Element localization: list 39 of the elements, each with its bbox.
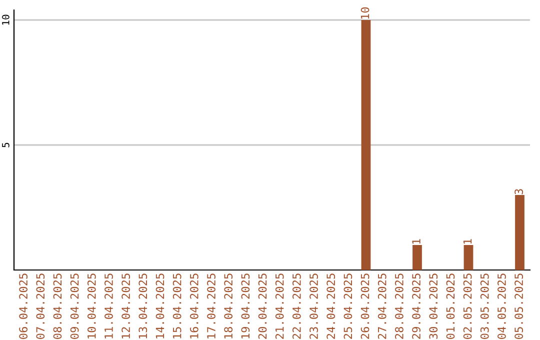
- x-tick-label: 30.04.2025: [429, 274, 438, 339]
- x-tick-label: 18.04.2025: [224, 274, 233, 338]
- x-tick-label: 19.04.2025: [241, 274, 250, 338]
- bar: [464, 245, 474, 270]
- x-tick-label: 05.05.2025: [514, 274, 523, 339]
- x-tick-label: 22.04.2025: [292, 274, 301, 339]
- x-tick-label: 07.04.2025: [36, 274, 45, 339]
- x-tick-label: 06.04.2025: [19, 274, 28, 339]
- x-tick-label: 15.04.2025: [172, 274, 182, 338]
- x-tick-label: 01.05.2025: [446, 274, 455, 339]
- data-label: 10: [360, 7, 370, 19]
- x-tick-label: 16.04.2025: [190, 274, 198, 338]
- x-tick-label: 10.04.2025: [87, 274, 96, 338]
- x-tick-label: 25.04.2025: [344, 274, 352, 339]
- x-tick-label: 28.04.2025: [394, 274, 404, 339]
- x-tick-label: 12.04.2025: [122, 274, 130, 338]
- data-label: 1: [463, 239, 472, 244]
- data-label: 3: [514, 189, 523, 194]
- x-tick-label: 23.04.2025: [310, 274, 318, 339]
- x-tick-label: 26.04.2025: [360, 274, 370, 339]
- x-tick-label: 24.04.2025: [326, 274, 336, 339]
- x-tick-label: 11.04.2025: [104, 274, 113, 338]
- x-tick-label: 09.04.2025: [70, 274, 79, 339]
- x-tick-label: 13.04.2025: [138, 274, 148, 338]
- bar: [361, 20, 371, 270]
- x-tick-label: 17.04.2025: [207, 274, 216, 338]
- x-tick-label: 21.04.2025: [275, 274, 284, 339]
- y-tick-label: 5: [2, 142, 10, 148]
- x-tick-label: 14.04.2025: [156, 274, 164, 338]
- data-label: 1: [412, 239, 420, 244]
- x-tick-label: 08.04.2025: [53, 274, 62, 339]
- bar: [515, 195, 524, 270]
- x-tick-label: 20.04.2025: [258, 274, 267, 339]
- x-tick-label: 03.05.2025: [480, 274, 489, 339]
- x-tick-label: 27.04.2025: [378, 274, 386, 339]
- x-tick-label: 29.04.2025: [412, 274, 420, 339]
- x-tick-label: 04.05.2025: [498, 274, 506, 339]
- x-tick-label: 02.05.2025: [463, 274, 472, 339]
- bar: [412, 245, 422, 270]
